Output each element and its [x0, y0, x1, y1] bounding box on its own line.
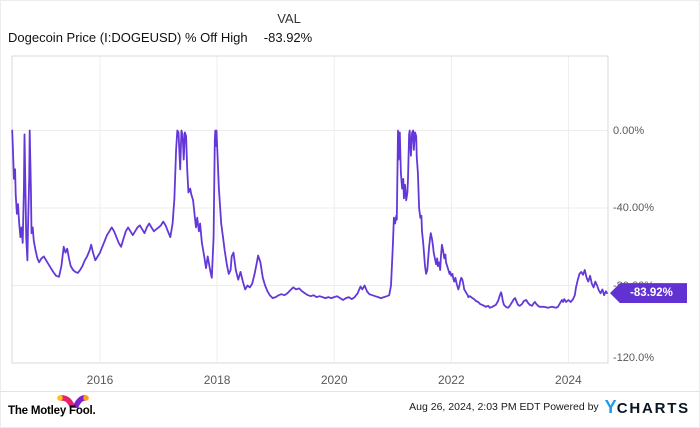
motley-fool-logo: The Motley Fool. — [8, 394, 128, 424]
timestamp-and-powered-by: Aug 26, 2024, 2:03 PM EDT Powered by — [409, 401, 599, 413]
plot-border — [11, 55, 609, 364]
last-value-badge-text: -83.92% — [630, 287, 673, 300]
gridlines — [12, 56, 608, 364]
x-tick-label: 2022 — [437, 373, 465, 387]
y-tick-label: 0.00% — [613, 124, 645, 137]
x-tick-label: 2020 — [320, 373, 348, 387]
last-value-badge: -83.92% — [610, 283, 687, 304]
price-line-series — [11, 129, 608, 309]
footer-divider — [0, 391, 700, 392]
jester-hat-icon — [57, 395, 89, 408]
val-column-header: VAL — [277, 11, 301, 26]
timestamp: Aug 26, 2024, 2:03 PM EDT — [409, 401, 541, 413]
x-tick-label: 2016 — [86, 373, 114, 387]
attribution: Aug 26, 2024, 2:03 PM EDT Powered by Y C… — [409, 398, 690, 416]
powered-by-label: Powered by — [543, 401, 599, 413]
val-current-value: -83.92% — [263, 30, 313, 45]
x-tick-label: 2024 — [555, 373, 582, 387]
ycharts-logo: Y CHARTS — [605, 398, 690, 416]
y-tick-label: -40.00% — [613, 202, 654, 214]
ycharts-wordmark: CHARTS — [616, 400, 690, 417]
x-tick-label: 2018 — [203, 373, 231, 387]
y-tick-label: -120.0% — [613, 352, 654, 364]
motley-fool-wordmark: The Motley Fool. — [8, 405, 96, 417]
ycharts-y-glyph: Y — [604, 397, 617, 417]
chart-title: Dogecoin Price (I:DOGEUSD) % Off High — [8, 30, 248, 45]
